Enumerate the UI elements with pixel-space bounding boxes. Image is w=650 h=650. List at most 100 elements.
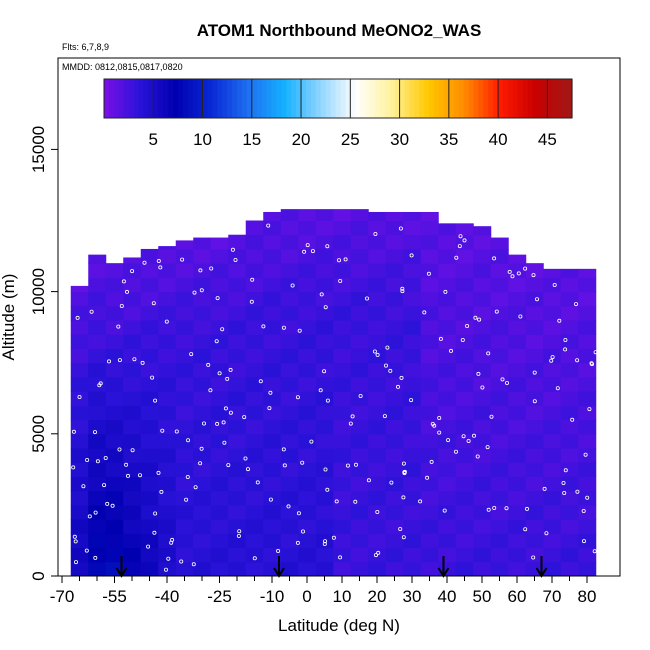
sample-point <box>385 345 390 350</box>
heatmap-cell <box>210 334 229 349</box>
heatmap-cell <box>245 263 264 278</box>
heatmap-cell <box>70 320 89 335</box>
heatmap-cell <box>420 504 439 520</box>
colorbar-segment <box>296 79 302 118</box>
heatmap-cell <box>420 263 439 278</box>
sample-point <box>338 555 343 560</box>
sample-point <box>557 318 562 323</box>
colorbar-segment <box>512 79 519 118</box>
heatmap-cell <box>350 263 369 278</box>
heatmap-cell <box>123 376 142 392</box>
sample-point <box>398 527 403 532</box>
sample-point <box>119 303 124 308</box>
heatmap-cell <box>455 348 474 364</box>
heatmap-cell <box>350 234 369 250</box>
heatmap-cell <box>490 391 509 406</box>
sample-point <box>322 369 327 374</box>
colorbar-segment <box>360 79 366 118</box>
heatmap-cell <box>473 226 492 236</box>
heatmap-cell <box>210 263 229 278</box>
heatmap-cell <box>508 334 527 349</box>
heatmap-cell <box>245 320 264 335</box>
colorbar-segment <box>168 79 174 118</box>
heatmap-cell <box>420 490 439 506</box>
heatmap-cell <box>368 348 387 364</box>
sample-point <box>276 549 281 554</box>
sample-point <box>500 377 505 382</box>
heatmap-cell <box>88 263 107 278</box>
x-tick-label: 80 <box>578 587 597 606</box>
colorbar-segment <box>532 79 539 118</box>
heatmap-cell <box>280 305 299 321</box>
heatmap-cell <box>578 433 597 449</box>
x-tick-label: 0 <box>302 587 311 606</box>
heatmap-cell <box>228 320 247 335</box>
heatmap-cell <box>368 376 387 392</box>
heatmap-cell <box>490 334 509 349</box>
heatmap-cell <box>350 376 369 392</box>
heatmap-cell <box>508 561 527 577</box>
heatmap-cell <box>543 334 562 349</box>
sample-point <box>102 483 107 488</box>
sample-point <box>489 414 494 419</box>
heatmap-cell <box>333 362 352 378</box>
heatmap-cell <box>140 405 159 421</box>
heatmap-cell <box>350 547 369 563</box>
heatmap-cell <box>245 419 264 435</box>
heatmap-cell <box>105 391 124 406</box>
heatmap-cell <box>473 419 492 435</box>
heatmap-cell <box>385 547 404 563</box>
heatmap-cell <box>298 263 317 278</box>
heatmap-cell <box>490 433 509 449</box>
heatmap-cell <box>88 254 107 264</box>
colorbar-segment <box>315 79 322 118</box>
colorbar-segment <box>271 79 278 118</box>
heatmap-cell <box>315 533 334 549</box>
heatmap-cell <box>438 391 457 406</box>
sample-point <box>585 495 590 500</box>
colorbar-segment <box>325 79 332 118</box>
heatmap-cell <box>368 220 387 236</box>
heatmap-cell <box>438 305 457 321</box>
sample-points <box>71 223 598 572</box>
heatmap-cell <box>175 547 194 563</box>
heatmap-cell <box>193 533 212 549</box>
heatmap-cell <box>88 305 107 321</box>
sample-point <box>81 484 86 489</box>
sample-point <box>193 485 198 490</box>
heatmap-cell <box>315 220 334 236</box>
sample-point <box>169 540 174 545</box>
heatmap-cell <box>280 490 299 506</box>
sample-point <box>281 447 286 452</box>
heatmap-cell <box>105 462 124 477</box>
heatmap-cell <box>385 348 404 364</box>
heatmap-cell <box>455 519 474 534</box>
heatmap-cell <box>140 547 159 563</box>
heatmap-cell <box>455 263 474 278</box>
sample-point <box>95 459 100 464</box>
sample-point <box>442 508 447 513</box>
heatmap-cell <box>508 362 527 378</box>
colorbar-segment <box>345 79 351 118</box>
sample-point <box>562 490 567 495</box>
sample-point <box>189 352 194 357</box>
heatmap-cell <box>333 376 352 392</box>
heatmap-cell <box>525 405 544 421</box>
heatmap-cell <box>280 391 299 406</box>
heatmap-cell <box>438 320 457 335</box>
heatmap-cell <box>105 362 124 378</box>
sample-point <box>117 447 122 452</box>
heatmap-cell <box>333 248 352 264</box>
heatmap-cell <box>298 348 317 364</box>
sample-point <box>158 265 163 270</box>
sample-point <box>71 465 76 470</box>
sample-point <box>458 234 463 239</box>
heatmap-cell <box>70 462 89 477</box>
heatmap-cell <box>473 234 492 250</box>
sample-point <box>486 507 491 512</box>
sample-point <box>191 562 196 567</box>
heatmap-cell <box>140 391 159 406</box>
heatmap-cell <box>175 305 194 321</box>
colorbar-segment <box>527 79 534 118</box>
sample-point <box>163 567 168 572</box>
